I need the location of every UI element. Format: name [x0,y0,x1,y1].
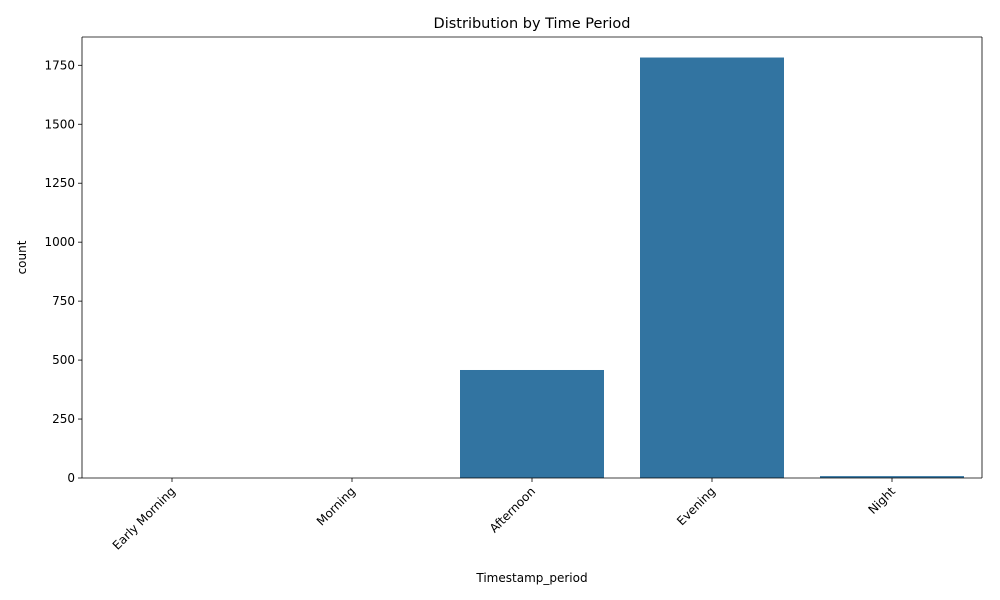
y-tick-label: 0 [67,471,75,485]
x-tick-label: Night [865,484,898,517]
x-tick-label: Afternoon [487,484,538,535]
x-tick-label: Early Morning [110,484,178,552]
x-tick-label: Morning [314,484,358,528]
y-tick-label: 500 [52,353,75,367]
x-tick-label: Evening [674,484,718,528]
y-axis-ticks: 0 250 500 750 1000 1250 1500 1750 [44,58,82,485]
bars [460,57,964,479]
y-tick-label: 1750 [44,58,75,72]
x-axis-ticks: Early Morning Morning Afternoon Evening Nigh… [110,478,898,553]
plot-frame [81,36,983,479]
chart-title: Distribution by Time Period [434,16,631,32]
bar-afternoon [460,369,604,478]
y-tick-label: 1500 [44,117,75,131]
y-tick-label: 1250 [44,176,75,190]
y-axis-label: count [15,240,29,274]
y-tick-label: 750 [52,294,75,308]
x-axis-label: Timestamp_period [475,571,587,585]
bar-evening [640,57,784,479]
y-tick-label: 1000 [44,235,75,249]
bar-night [820,476,964,478]
y-tick-label: 250 [52,412,75,426]
